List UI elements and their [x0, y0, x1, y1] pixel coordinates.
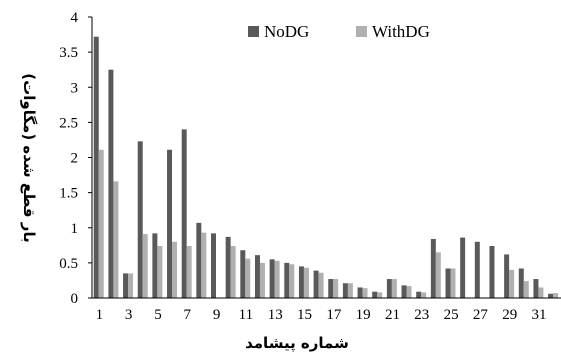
bar-nodg-9 [211, 233, 216, 298]
plot-area [93, 36, 559, 299]
bar-nodg-4 [137, 141, 143, 298]
bar-nodg-19 [357, 287, 363, 298]
x-tick-label: 27 [473, 307, 489, 323]
bar-withdg-20 [377, 292, 383, 298]
y-tick-label: 1 [71, 221, 79, 237]
y-tick-label: 3.5 [59, 45, 78, 61]
bar-withdg-13 [274, 260, 280, 298]
y-tick-label: 2 [71, 151, 79, 167]
bar-nodg-17 [328, 279, 334, 298]
bar-nodg-28 [489, 246, 495, 298]
y-tick-label: 0.5 [59, 256, 78, 272]
bar-nodg-1 [93, 36, 99, 299]
legend-label-withdg: WithDG [372, 22, 430, 41]
x-tick-label: 19 [356, 307, 371, 323]
bar-withdg-12 [259, 262, 265, 299]
bar-withdg-16 [318, 272, 324, 298]
y-tick-label: 1.5 [59, 186, 78, 202]
x-tick-label: 5 [154, 307, 162, 323]
bar-withdg-25 [450, 268, 456, 298]
bar-nodg-14 [284, 262, 290, 299]
bar-nodg-20 [372, 291, 378, 298]
x-tick-label: 15 [297, 307, 312, 323]
bar-nodg-8 [196, 222, 202, 298]
y-tick-labels: 0 0.5 1 1.5 2 2.5 3 3.5 4 [59, 10, 92, 307]
bar-withdg-17 [333, 279, 339, 298]
bar-nodg-26 [460, 237, 466, 298]
bar-nodg-15 [298, 266, 304, 298]
bar-withdg-1 [98, 149, 104, 298]
bar-withdg-29 [509, 269, 515, 298]
bar-nodg-12 [254, 255, 260, 298]
bar-withdg-15 [303, 267, 309, 298]
bar-nodg-7 [181, 129, 187, 298]
bar-nodg-6 [167, 149, 173, 298]
bar-nodg-32 [548, 293, 554, 298]
legend-swatch-withdg [356, 26, 367, 37]
x-tick-label: 13 [268, 307, 283, 323]
x-tick-label: 11 [239, 307, 253, 323]
x-tick-label: 9 [213, 307, 221, 323]
bar-withdg-22 [406, 286, 412, 298]
y-tick-label: 2.5 [59, 115, 78, 131]
bar-withdg-6 [172, 241, 177, 298]
bar-nodg-24 [430, 238, 436, 298]
bar-nodg-30 [518, 268, 524, 298]
bar-withdg-19 [362, 288, 368, 298]
bar-withdg-10 [230, 246, 236, 298]
bar-withdg-31 [538, 287, 544, 298]
bar-nodg-13 [269, 259, 275, 298]
x-tick-label: 21 [385, 307, 400, 323]
x-tick-label: 7 [184, 307, 192, 323]
y-tick-label: 0 [71, 291, 79, 307]
x-tick-label: 25 [444, 307, 459, 323]
bar-nodg-25 [445, 268, 451, 298]
bar-nodg-31 [533, 279, 539, 298]
x-tick-label: 23 [414, 307, 429, 323]
bar-withdg-5 [157, 246, 163, 298]
legend-swatch-nodg [248, 26, 259, 37]
bar-nodg-16 [313, 270, 319, 298]
bar-withdg-24 [435, 252, 441, 298]
y-axis-title: بار قطع شده (مگاوات) [20, 73, 38, 242]
x-tick-label: 3 [125, 307, 133, 323]
x-tick-labels: 1 3 5 7 9 11 13 15 17 19 21 23 25 27 29 31 [96, 307, 547, 323]
x-tick-label: 1 [96, 307, 104, 323]
bar-nodg-5 [152, 233, 158, 298]
bar-nodg-22 [401, 285, 407, 298]
x-tick-label: 17 [326, 307, 342, 323]
y-tick-label: 4 [71, 10, 79, 26]
bar-nodg-11 [240, 250, 246, 298]
bar-withdg-4 [142, 234, 148, 298]
bar-withdg-21 [391, 279, 397, 298]
x-axis-title: شماره پیشامد [245, 334, 349, 353]
bar-nodg-18 [342, 283, 348, 298]
bar-nodg-27 [474, 241, 480, 298]
x-tick-label: 31 [532, 307, 547, 323]
bar-nodg-21 [386, 279, 392, 298]
bar-withdg-14 [289, 264, 295, 298]
bar-nodg-29 [504, 254, 510, 298]
bar-withdg-3 [128, 273, 134, 298]
bar-nodg-2 [108, 69, 114, 298]
bar-withdg-32 [553, 293, 559, 298]
bar-withdg-8 [201, 232, 207, 298]
bar-withdg-18 [347, 283, 353, 298]
bar-nodg-23 [416, 291, 422, 298]
bar-withdg-11 [245, 258, 251, 298]
bar-nodg-10 [225, 236, 231, 298]
x-tick-label: 29 [502, 307, 517, 323]
bar-nodg-3 [123, 273, 129, 298]
bar-withdg-7 [186, 246, 192, 298]
bar-withdg-30 [523, 281, 529, 298]
legend: NoDG WithDG [248, 22, 430, 41]
y-tick-label: 3 [71, 80, 79, 96]
bar-withdg-2 [113, 181, 119, 298]
bar-withdg-23 [421, 292, 427, 298]
legend-label-nodg: NoDG [264, 22, 309, 41]
